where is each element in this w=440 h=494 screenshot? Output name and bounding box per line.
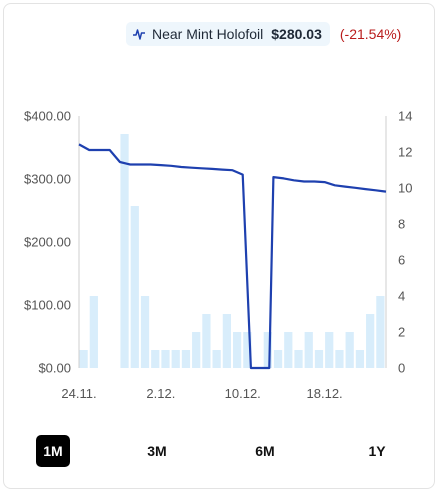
volume-bar xyxy=(335,350,344,368)
right-tick-label: 4 xyxy=(398,289,405,304)
right-tick-label: 2 xyxy=(398,325,405,340)
chart-legend: Near Mint Holofoil $280.03 (-21.54%) xyxy=(126,22,401,46)
volume-bars xyxy=(79,134,385,368)
range-button-6m[interactable]: 6M xyxy=(255,443,275,459)
volume-bar xyxy=(202,314,211,368)
volume-bar xyxy=(314,350,324,368)
current-price: $280.03 xyxy=(271,26,322,42)
left-tick-label: $200.00 xyxy=(24,235,71,250)
left-tick-label: $400.00 xyxy=(24,109,71,124)
volume-bar xyxy=(366,314,375,368)
price-change: (-21.54%) xyxy=(339,26,402,42)
price-history-card xyxy=(3,3,435,489)
price-line xyxy=(78,143,387,370)
right-axis: 0 2 4 6 8 10 12 14 xyxy=(398,109,412,376)
volume-bar xyxy=(161,350,170,368)
volume-bar xyxy=(233,332,242,368)
range-button-3m[interactable]: 3M xyxy=(147,443,167,459)
volume-bar xyxy=(345,332,354,368)
series-chip[interactable]: Near Mint Holofoil $280.03 xyxy=(126,22,330,46)
range-button-1y[interactable]: 1Y xyxy=(368,443,386,459)
x-tick-label: 2.12. xyxy=(146,386,175,401)
volume-bar xyxy=(171,350,180,368)
volume-bar xyxy=(325,332,334,368)
volume-bar xyxy=(192,332,201,368)
right-tick-label: 6 xyxy=(398,253,405,268)
volume-bar xyxy=(263,332,272,368)
volume-bar xyxy=(304,332,313,368)
volume-bar xyxy=(130,206,139,368)
volume-bar xyxy=(89,296,98,368)
volume-bar xyxy=(181,350,191,368)
volume-bar xyxy=(243,332,252,368)
right-tick-label: 0 xyxy=(398,361,405,376)
x-tick-label: 18.12. xyxy=(307,386,343,401)
volume-bar xyxy=(140,296,150,368)
price-trend-icon xyxy=(133,29,145,40)
volume-bar xyxy=(151,350,160,368)
volume-bar xyxy=(212,350,221,368)
series-name: Near Mint Holofoil xyxy=(152,26,264,42)
volume-bar xyxy=(120,134,129,368)
time-range-selector: 1M 3M 6M 1Y xyxy=(36,435,400,467)
right-tick-label: 12 xyxy=(398,145,412,160)
volume-bar xyxy=(284,332,293,368)
left-tick-label: $100.00 xyxy=(24,298,71,313)
range-button-1m[interactable]: 1M xyxy=(36,435,70,467)
left-axis: $0.00 $100.00 $200.00 $300.00 $400.00 xyxy=(24,109,71,376)
left-tick-label: $300.00 xyxy=(24,172,71,187)
x-axis: 24.11. 2.12. 10.12. 18.12. xyxy=(61,386,342,401)
volume-bar xyxy=(222,314,231,368)
volume-bar xyxy=(294,350,303,368)
right-tick-label: 14 xyxy=(398,109,412,124)
volume-bar xyxy=(79,350,88,368)
x-tick-label: 10.12. xyxy=(225,386,261,401)
volume-bar xyxy=(273,350,283,368)
x-tick-label: 24.11. xyxy=(61,386,96,401)
left-tick-label: $0.00 xyxy=(38,361,71,376)
right-tick-label: 8 xyxy=(398,217,405,232)
volume-bar xyxy=(355,350,365,368)
volume-bar xyxy=(376,296,385,368)
right-tick-label: 10 xyxy=(398,181,412,196)
